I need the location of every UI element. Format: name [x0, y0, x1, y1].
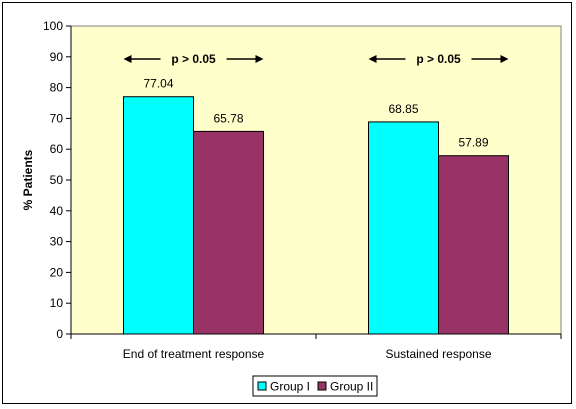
y-tick-label: 60: [50, 142, 64, 156]
x-category-label: Sustained response: [385, 347, 491, 361]
annotation-arrowhead-right: [255, 55, 264, 63]
y-tick-label: 90: [50, 50, 64, 64]
bar-2-2: [438, 155, 509, 335]
y-tick-label: 40: [50, 204, 64, 218]
legend-box: [252, 375, 378, 397]
y-tick-label: 50: [50, 173, 64, 187]
y-tick-label: 80: [50, 81, 64, 95]
y-tick-label: 70: [50, 111, 64, 125]
bar-1-2: [368, 121, 439, 335]
legend-label-2: Group II: [330, 380, 373, 394]
y-tick-label: 0: [56, 327, 63, 341]
p-value-annotation: p > 0.05: [416, 52, 461, 66]
annotation-arrowhead-left: [368, 55, 377, 63]
bar-1-1: [123, 96, 194, 335]
y-tick-label: 30: [50, 235, 64, 249]
bar-2-1: [193, 130, 264, 335]
data-label: 68.85: [388, 102, 418, 116]
p-value-annotation: p > 0.05: [171, 52, 216, 66]
data-label: 65.78: [213, 111, 243, 125]
annotation-arrowhead-left: [123, 55, 132, 63]
data-label: 77.04: [143, 77, 173, 91]
legend-label-1: Group I: [270, 380, 310, 394]
y-tick-label: 20: [50, 265, 64, 279]
y-tick-label: 100: [43, 19, 63, 33]
y-tick-label: 10: [50, 296, 64, 310]
annotation-arrowhead-right: [500, 55, 509, 63]
legend-swatch-1: [257, 381, 267, 391]
x-category-label: End of treatment response: [123, 347, 265, 361]
legend-swatch-2: [317, 381, 327, 391]
data-label: 57.89: [458, 136, 488, 150]
y-axis-title: % Patients: [21, 149, 35, 210]
